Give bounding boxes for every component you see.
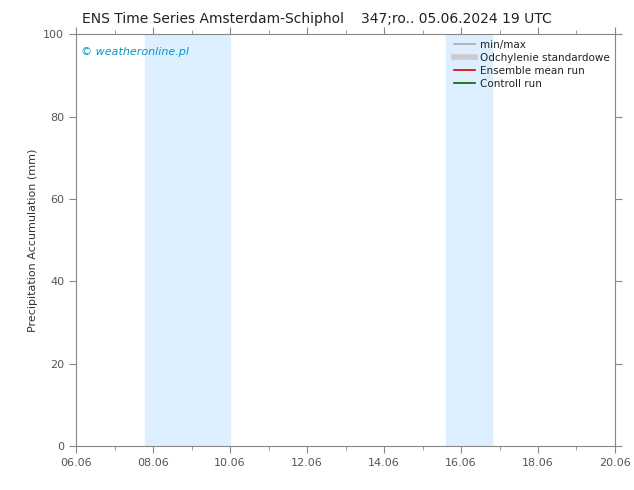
Bar (446, 34, 465, 446)
Bar (465, 34, 492, 446)
Bar (145, 34, 172, 446)
Y-axis label: Precipitation Accumulation (mm): Precipitation Accumulation (mm) (28, 148, 37, 332)
Bar (172, 34, 230, 446)
Text: ENS Time Series Amsterdam-Schiphol: ENS Time Series Amsterdam-Schiphol (82, 12, 344, 26)
Text: 347;ro.. 05.06.2024 19 UTC: 347;ro.. 05.06.2024 19 UTC (361, 12, 552, 26)
Legend: min/max, Odchylenie standardowe, Ensemble mean run, Controll run: min/max, Odchylenie standardowe, Ensembl… (454, 40, 610, 89)
Text: © weatheronline.pl: © weatheronline.pl (81, 47, 190, 57)
